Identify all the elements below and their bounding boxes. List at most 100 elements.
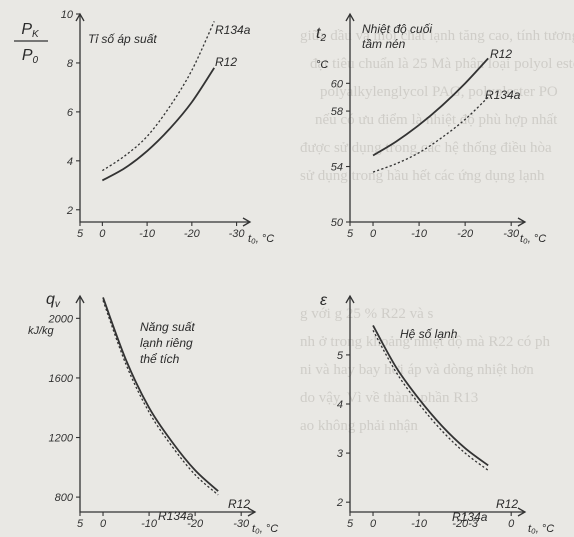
x-axis-label: t₀, °C — [528, 523, 554, 535]
series-lines — [102, 297, 219, 496]
series-label-r134a: R134a — [215, 23, 251, 37]
y-tick-label: 800 — [55, 492, 74, 504]
x-axis-arrow — [247, 507, 257, 517]
y-axis-unit: kJ/kg — [28, 325, 55, 337]
series-label-r134a: R134a — [485, 88, 521, 102]
series-lines — [372, 325, 489, 471]
panel-title-line-1: Năng suất — [140, 320, 195, 334]
x-tick-label: -20 — [187, 518, 204, 530]
axis-ticks: 5 0 -10 -20-3 0 2 3 4 5 — [336, 294, 527, 530]
x-axis-label: t₀, °C — [248, 233, 274, 245]
x-tick-label: 0 — [99, 228, 106, 240]
x-axis-arrow — [517, 507, 527, 517]
x-tick-label: 0 — [100, 518, 107, 530]
y-tick-label: 3 — [337, 448, 344, 460]
volumetric-capacity-panel: qv kJ/kg Năng suất lạnh riêng thể tích 5… — [28, 291, 278, 535]
x-tick-label: -20 — [184, 228, 201, 240]
x-tick-label: 5 — [77, 518, 84, 530]
bg-line-2: đạt tiêu chuẩn là 25 Mà phân loại polyol… — [310, 56, 574, 72]
x-tick-label: 5 — [77, 228, 84, 240]
series-line-r134a — [372, 96, 489, 173]
y-label-denominator: P0 — [22, 47, 39, 66]
x-axis-arrow — [242, 217, 252, 227]
discharge-temperature-panel: t2 °C Nhiệt độ cuối tầm nén 5 0 -10 -20 -305… — [316, 12, 546, 245]
bg-line-10: do vậy. Vì về thành phần R13 — [300, 390, 478, 406]
y-tick-label: 4 — [337, 399, 343, 411]
bg-line-1: giữa dầu và môi chất lạnh tăng cao, tính… — [300, 28, 574, 44]
y-tick-label: 60 — [331, 78, 344, 90]
series-label-r134a: R134a — [452, 510, 488, 524]
series-line-r12 — [372, 325, 489, 467]
y-axis-arrow — [345, 12, 355, 22]
x-axis-arrow — [517, 217, 527, 227]
series-label-r12: R12 — [490, 47, 512, 61]
pressure-ratio-panel: PK P0 Tỉ số áp suất 5 0 -10 -20 -30 2 4 6 8 10 R1… — [14, 9, 274, 245]
y-axis-arrow — [345, 294, 355, 304]
x-tick-label: 5 — [347, 518, 354, 530]
y-axis-label: ε — [320, 292, 328, 309]
series-lines — [101, 21, 215, 182]
bg-line-11: ao không phải nhận — [300, 418, 418, 434]
series-line-r12 — [101, 67, 215, 182]
x-tick-label: -10 — [411, 228, 428, 240]
x-tick-label: -30 — [503, 228, 520, 240]
x-tick-label: -20 — [457, 228, 474, 240]
panel-title-line-2: lạnh riêng — [140, 336, 193, 350]
y-tick-label: 58 — [331, 106, 344, 118]
cop-panel: ε Hệ số lạnh 5 0 -10 -20-3 0 2 3 4 5 R12 R134a t… — [320, 292, 554, 535]
y-axis-label: PK P0 — [14, 21, 48, 66]
y-tick-label: 2000 — [48, 313, 74, 325]
y-label-numerator: PK — [21, 21, 40, 40]
panel-title: Hệ số lạnh — [400, 327, 458, 341]
series-label-r12: R12 — [228, 497, 250, 511]
series-line-r12 — [372, 57, 489, 157]
bg-line-3: polyalkylenglycol PAG, polyolester PO — [320, 84, 558, 100]
y-tick-label: 6 — [67, 107, 74, 119]
x-tick-label: -10 — [139, 228, 156, 240]
series-label-r12: R12 — [496, 497, 518, 511]
y-tick-label: 1600 — [49, 373, 74, 385]
y-tick-label: 10 — [61, 9, 74, 21]
x-axis-label: t₀, °C — [252, 523, 278, 535]
series-lines — [372, 57, 489, 173]
background-text: giữa dầu và môi chất lạnh tăng cao, tính… — [300, 28, 574, 434]
x-tick-label: -10 — [411, 518, 428, 530]
panel-title: Tỉ số áp suất — [88, 32, 157, 46]
x-tick-label: -20-3 — [452, 518, 479, 530]
series-label-r134a: R134a — [158, 509, 194, 523]
bg-line-4: nếu có ưu điểm là nhiệt độ phù hợp nhất — [315, 112, 558, 128]
x-tick-label: -30 — [233, 518, 250, 530]
x-tick-label: -10 — [141, 518, 158, 530]
y-axis-arrow — [75, 294, 85, 304]
axis-ticks: 5 0 -10 -20 -30 800 1200 1600 2000 — [48, 294, 257, 530]
bg-line-8: nh ở trong khoảng nhiệt độ mà R22 có ph — [300, 334, 550, 350]
panel-title-line-2: tầm nén — [362, 37, 406, 51]
x-axis-label: t₀, °C — [520, 233, 546, 245]
y-tick-label: 2 — [336, 497, 343, 509]
x-tick-label: -30 — [229, 228, 246, 240]
x-tick-label: 0 — [370, 228, 377, 240]
y-tick-label: 8 — [67, 58, 74, 70]
x-tick-label: 0 — [370, 518, 377, 530]
y-tick-label: 54 — [331, 162, 343, 174]
y-tick-label: 50 — [331, 217, 344, 229]
panel-title-line-1: Nhiệt độ cuối — [362, 22, 432, 36]
bg-line-6: sử dụng trong hầu hết các ứng dụng lạnh — [300, 168, 545, 184]
panel-title-line-3: thể tích — [140, 352, 180, 366]
y-axis-unit: °C — [316, 59, 328, 71]
y-axis-label: qv — [46, 291, 61, 310]
x-tick-label: 5 — [347, 228, 354, 240]
series-label-r12: R12 — [215, 55, 237, 69]
y-tick-label: 2 — [66, 205, 73, 217]
axis-ticks: 5 0 -10 -20 -30 2 4 6 8 10 — [61, 9, 252, 240]
x-tick-label: 0 — [508, 518, 515, 530]
y-tick-label: 5 — [337, 350, 344, 362]
y-tick-label: 4 — [67, 156, 73, 168]
series-line-r134a — [102, 21, 215, 172]
bg-line-9: ni và hay bay hơi áp và dòng nhiệt hơn — [300, 362, 534, 378]
series-line-r12 — [102, 297, 219, 492]
y-tick-label: 1200 — [49, 433, 74, 445]
bg-line-7: g với g 25 % R22 và s — [300, 306, 434, 322]
